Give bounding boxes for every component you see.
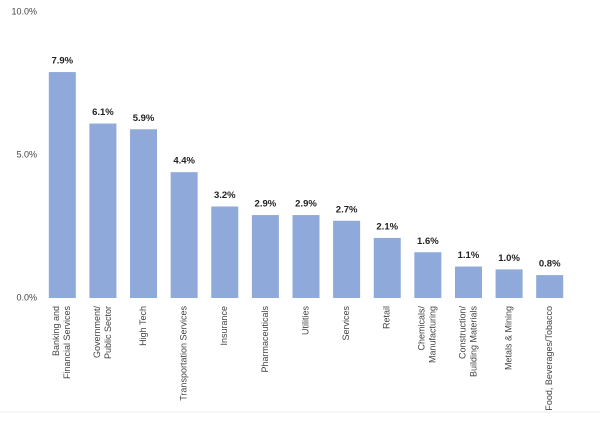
bar (414, 252, 442, 298)
value-label: 2.9% (295, 199, 317, 210)
x-tick-label: Food, Beverages/Tobacco (544, 306, 554, 411)
x-tick-label: Insurance (219, 306, 229, 346)
bar (373, 237, 401, 298)
bar (251, 215, 279, 298)
x-tick-label: Metals & Mining (503, 306, 513, 370)
x-tick-label: Public Sector (103, 306, 113, 359)
value-label: 3.2% (214, 190, 236, 201)
bar (292, 215, 320, 298)
value-label: 2.1% (376, 221, 398, 232)
x-tick-label: Construction/ (457, 306, 467, 360)
value-label: 2.9% (255, 199, 277, 210)
bar (495, 269, 523, 298)
bar (170, 172, 198, 298)
value-label: 0.8% (539, 259, 561, 270)
y-tick-label: 5.0% (16, 149, 37, 159)
x-tick-label: Retail (382, 306, 392, 329)
bar (211, 206, 239, 298)
value-label: 4.4% (173, 156, 195, 167)
bar (454, 266, 482, 298)
value-label: 1.1% (458, 250, 480, 261)
bar (130, 129, 158, 298)
x-tick-label: Transportation Services (179, 306, 189, 401)
x-tick-label: Government/ (92, 306, 102, 359)
x-tick-label: Chemicals/ (417, 306, 427, 351)
y-tick-label: 10.0% (11, 6, 37, 16)
bar (89, 123, 117, 298)
value-label: 2.7% (336, 204, 358, 215)
value-label: 5.9% (133, 113, 155, 124)
value-label: 7.9% (51, 56, 73, 67)
x-tick-label: Manufacturing (428, 306, 438, 363)
value-label: 1.0% (498, 253, 520, 264)
bar (333, 220, 361, 298)
x-tick-label: Building Materials (468, 306, 478, 378)
x-tick-label: Utilities (300, 306, 310, 336)
value-label: 6.1% (92, 107, 114, 118)
value-label: 1.6% (417, 236, 439, 247)
x-tick-label: High Tech (138, 306, 148, 346)
x-tick-label: Pharmaceuticals (260, 306, 270, 373)
x-tick-label: Banking and (51, 306, 61, 356)
bar (536, 275, 564, 298)
y-tick-label: 0.0% (16, 292, 37, 302)
x-tick-label: Services (341, 306, 351, 341)
bar (48, 72, 76, 298)
x-tick-label: Financial Services (62, 306, 72, 380)
